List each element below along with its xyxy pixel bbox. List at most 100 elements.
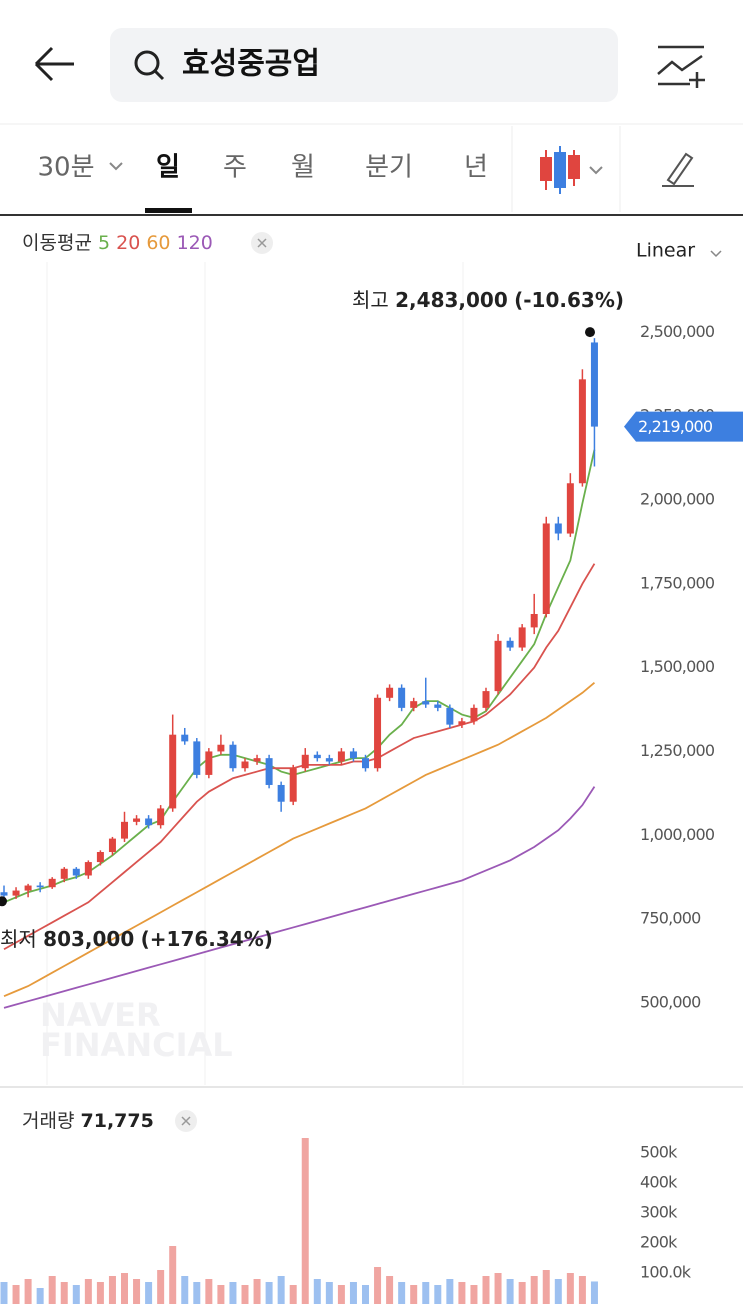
candle-body	[96, 852, 104, 863]
volume-bar	[253, 1279, 261, 1304]
ma-line	[3, 563, 596, 951]
candle-body	[205, 751, 213, 775]
y-tick-label: 500,000	[640, 992, 701, 1011]
ma-legend-item: 5	[98, 232, 110, 254]
back-button[interactable]	[34, 46, 74, 82]
volume-bar	[482, 1276, 490, 1304]
y-tick-label: 200k	[640, 1233, 678, 1252]
volume-bar	[386, 1276, 394, 1304]
dropdown-icon	[710, 250, 722, 258]
volume-legend: 거래량 71,775	[22, 1110, 154, 1132]
search-icon	[153, 69, 165, 81]
y-tick-label: 100.0k	[640, 1263, 692, 1282]
low-marker	[0, 896, 7, 907]
volume-bar	[205, 1279, 213, 1304]
volume-bar	[229, 1282, 237, 1304]
candle-body	[84, 862, 92, 876]
volume-bar	[36, 1288, 44, 1304]
tab[interactable]: 일	[156, 153, 180, 183]
volume-bar	[241, 1285, 249, 1304]
volume-bar	[145, 1282, 153, 1304]
volume-bar	[506, 1279, 514, 1304]
candle-body	[422, 701, 430, 705]
tab[interactable]: 분기	[365, 153, 413, 183]
volume-bar	[84, 1279, 92, 1304]
y-tick-label: 300k	[640, 1203, 678, 1222]
close-icon	[257, 238, 267, 248]
volume-bar	[48, 1276, 56, 1304]
candle-body	[458, 721, 466, 725]
tab[interactable]: 30분	[37, 153, 94, 183]
y-tick-label: 750,000	[640, 909, 701, 928]
ma-label: 이동평균	[22, 232, 92, 254]
volume-bar	[410, 1285, 418, 1304]
dropdown-icon	[109, 162, 123, 171]
tab[interactable]: 월	[291, 153, 315, 183]
tab[interactable]: 주	[223, 153, 247, 183]
annotation-value: 2,483,000	[395, 288, 508, 312]
candle-body	[337, 751, 345, 762]
candle-body	[542, 523, 550, 614]
candle-body	[253, 758, 261, 762]
volume-bar	[337, 1285, 345, 1304]
watermark: NAVER	[40, 996, 161, 1034]
current-price-label: 2,219,000	[638, 417, 713, 436]
candle-body	[72, 868, 80, 876]
candle-body	[133, 818, 141, 822]
tab-indicator	[145, 208, 192, 213]
candle-body	[434, 704, 442, 708]
draw-button[interactable]	[662, 152, 694, 187]
price-annotation: 최고 2,483,000 (-10.63%)	[352, 288, 624, 312]
candle-body	[518, 627, 526, 648]
ma-legend: 이동평균 5 20 60 120	[22, 232, 213, 254]
volume-bar	[169, 1246, 177, 1304]
volume-bar	[157, 1270, 165, 1304]
y-tick-label: 400k	[640, 1173, 678, 1192]
search-box[interactable]	[110, 28, 618, 102]
volume-bar	[458, 1282, 466, 1304]
candle-body	[410, 701, 418, 708]
volume-bar	[578, 1276, 586, 1304]
candle-body	[313, 754, 321, 759]
scale-button[interactable]: Linear	[636, 240, 695, 262]
candle-body	[193, 741, 201, 775]
close-icon	[181, 1116, 191, 1126]
ma-legend-item: 120	[177, 232, 213, 254]
volume-bar	[121, 1273, 128, 1304]
watermark: FINANCIAL	[40, 1026, 233, 1064]
volume-bar	[590, 1281, 598, 1304]
candle-body	[374, 697, 382, 769]
volume-bar	[108, 1276, 116, 1304]
ma-legend-item: 20	[116, 232, 140, 254]
candle-body	[325, 758, 333, 762]
annotation-label: 최고	[352, 288, 389, 312]
volume-bar	[313, 1279, 321, 1304]
candle-body	[121, 821, 128, 839]
volume-bar	[349, 1282, 357, 1304]
candle-body	[386, 687, 394, 698]
volume-bar	[181, 1276, 189, 1304]
candle-body	[12, 890, 20, 896]
tab[interactable]: 년	[464, 153, 488, 183]
chart-type-button[interactable]	[540, 146, 603, 194]
candle-body	[362, 758, 369, 769]
candle-body	[470, 707, 478, 722]
high-marker	[585, 327, 595, 338]
volume-bar	[374, 1267, 382, 1304]
volume-bar	[301, 1138, 309, 1304]
annotation-change: (+176.34%)	[141, 927, 273, 951]
candle-body	[578, 379, 586, 484]
volume-bar	[325, 1282, 333, 1304]
compare-button[interactable]	[657, 45, 705, 88]
candle-body	[349, 751, 357, 759]
candle-body	[60, 868, 68, 879]
volume-bar	[530, 1276, 538, 1304]
y-tick-label: 2,500,000	[640, 322, 715, 341]
candle-body	[506, 640, 514, 648]
annotation-value: 803,000	[43, 927, 134, 951]
candle-body	[482, 691, 490, 708]
volume-bar	[277, 1276, 285, 1304]
annotation-change: (-10.63%)	[514, 288, 624, 312]
candle-body	[0, 892, 8, 896]
ma-legend-item: 60	[146, 232, 170, 254]
